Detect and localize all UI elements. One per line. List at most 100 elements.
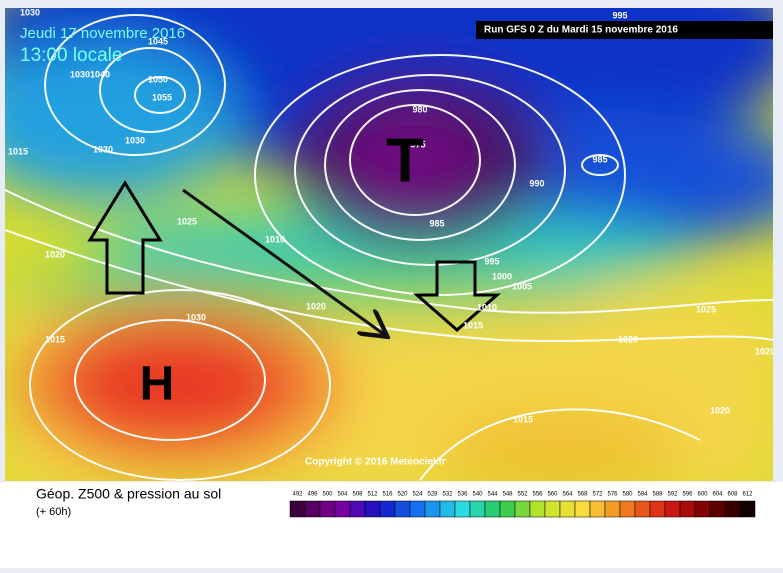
colorbar-label: 572 (592, 492, 603, 498)
isobars (5, 14, 773, 481)
colorbar-label: 500 (322, 492, 333, 498)
colorbar-swatch (319, 500, 336, 518)
colorbar-swatch (589, 500, 606, 518)
colorbar-label: 552 (517, 492, 528, 498)
colorbar-label: 592 (667, 492, 678, 498)
colorbar-label: 576 (607, 492, 618, 498)
footer-panel (0, 482, 783, 568)
isobar-label: 1020 (45, 249, 65, 259)
isobar-label: 1055 (152, 92, 172, 102)
isobar-label: 1005 (512, 281, 532, 291)
colorbar-label: 532 (442, 492, 453, 498)
isobar-label: 1045 (148, 36, 168, 46)
isobar-label: 1015 (45, 334, 65, 344)
colorbar-swatch (454, 500, 471, 518)
run-box (476, 21, 773, 39)
colorbar-swatch (544, 500, 561, 518)
colorbar-swatch (679, 500, 696, 518)
colorbar-label: 564 (562, 492, 573, 498)
colorbar-label: 604 (712, 492, 723, 498)
isobar-label: 1050 (148, 74, 168, 84)
colorbar-label: 580 (622, 492, 633, 498)
colorbar-swatch (709, 500, 726, 518)
colorbar-swatch (529, 500, 546, 518)
colorbar-label: 496 (307, 492, 318, 498)
colorbar-label: 608 (727, 492, 738, 498)
colorbar-swatch (619, 500, 636, 518)
isobar-label: 1010 (265, 234, 285, 244)
colorbar-label: 548 (502, 492, 513, 498)
colorbar-label: 588 (652, 492, 663, 498)
isobar-label: 1015 (513, 414, 533, 424)
colorbar-label: 524 (412, 492, 423, 498)
colorbar-swatch (484, 500, 501, 518)
isobar-label: 1020 (618, 334, 638, 344)
low-label: T (386, 126, 424, 195)
isobar-label: 1030 (125, 135, 145, 145)
colorbar-swatch (499, 500, 516, 518)
colorbar-swatch (649, 500, 666, 518)
colorbar-swatch (559, 500, 576, 518)
isobar-label: 980 (412, 104, 427, 114)
colorbar-label: 560 (547, 492, 558, 498)
isobar-label: 1030 (186, 312, 206, 322)
colorbar-swatch (634, 500, 651, 518)
colorbar-swatch (364, 500, 381, 518)
isobar-label: 1030 (70, 69, 90, 79)
colorbar-swatch (514, 500, 531, 518)
colorbar-label: 508 (352, 492, 363, 498)
time-label: 13:00 locale (20, 45, 122, 66)
footer-subtitle: (+ 60h) (36, 506, 71, 518)
colorbar-swatch (424, 500, 441, 518)
isobar-label: 995 (612, 10, 627, 20)
colorbar-label: 516 (382, 492, 393, 498)
colorbar-swatch (379, 500, 396, 518)
colorbar-label: 536 (457, 492, 468, 498)
colorbar-label: 596 (682, 492, 693, 498)
isobar-label: 1020 (710, 405, 730, 415)
colorbar-label: 528 (427, 492, 438, 498)
colorbar-label: 540 (472, 492, 483, 498)
colorbar-label: 504 (337, 492, 348, 498)
colorbar-label: 556 (532, 492, 543, 498)
colorbar-label: 612 (742, 492, 753, 498)
colorbar-label: 584 (637, 492, 648, 498)
isobar-label: 1025 (177, 216, 197, 226)
isobar-label: 1015 (8, 146, 28, 156)
colorbar-label: 544 (487, 492, 498, 498)
date-label: Jeudi 17 novembre 2016 (20, 25, 185, 42)
isobar-label: 1020 (306, 301, 326, 311)
colorbar-label: 520 (397, 492, 408, 498)
colorbar-swatch (574, 500, 591, 518)
colorbar-swatch (664, 500, 681, 518)
colorbar-swatch (739, 500, 756, 518)
isobar-label: 985 (592, 154, 607, 164)
isobar-label: 1030 (20, 7, 40, 17)
colorbar-swatch (289, 500, 306, 518)
isobar-label: 1040 (90, 69, 110, 79)
colorbar-swatch (604, 500, 621, 518)
isobar-label: 1025 (696, 304, 716, 314)
copyright: Copyright © 2016 Meteociel.fr (305, 457, 446, 468)
high-label: H (140, 358, 175, 411)
colorbar: 492 496 500 504 508 512 516 520 524 528 532 536 540 5… (289, 492, 756, 518)
isobar-label: 1020 (755, 346, 775, 356)
colorbar-swatch (469, 500, 486, 518)
footer-title: Géop. Z500 & pression au sol (36, 486, 221, 502)
isobar-label: 995 (484, 256, 499, 266)
colorbar-swatch (409, 500, 426, 518)
colorbar-swatch (349, 500, 366, 518)
arrows (87, 180, 501, 335)
colorbar-swatch (724, 500, 741, 518)
colorbar-label: 492 (292, 492, 303, 498)
colorbar-swatch (694, 500, 711, 518)
isobar-label: 1010 (477, 302, 497, 312)
isobar-label: 985 (429, 218, 444, 228)
colorbar-swatch (439, 500, 456, 518)
colorbar-swatch (334, 500, 351, 518)
isobar-label: 1000 (492, 271, 512, 281)
isobar-label: 975 (410, 139, 425, 149)
isobar-label: 1015 (463, 320, 483, 330)
